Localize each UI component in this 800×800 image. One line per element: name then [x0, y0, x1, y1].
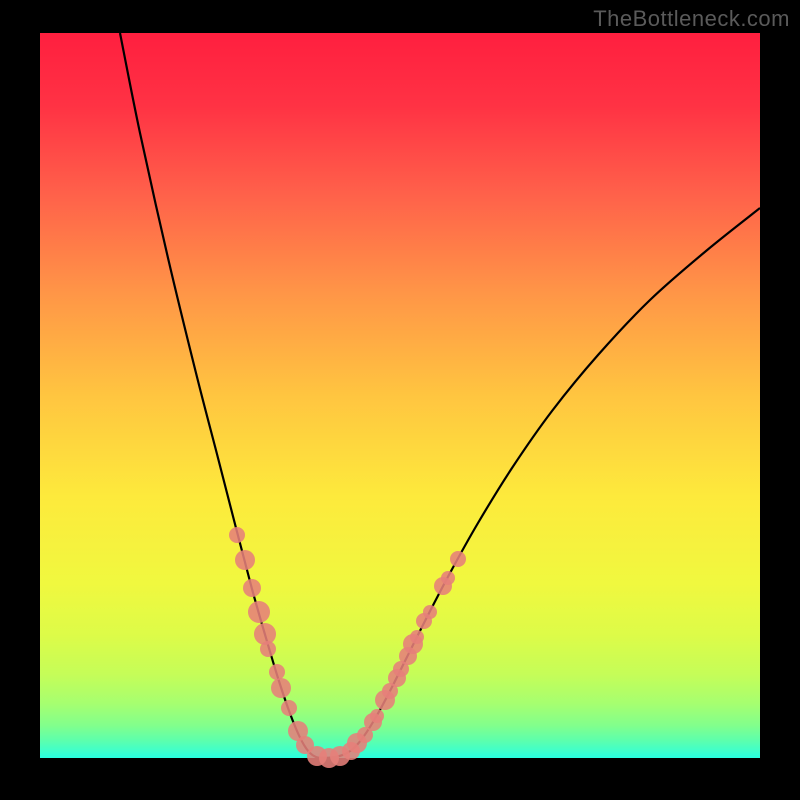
data-dot: [450, 551, 466, 567]
data-dot: [248, 601, 270, 623]
data-dots-layer: [40, 33, 760, 758]
data-dot: [271, 678, 291, 698]
data-dot: [243, 579, 261, 597]
data-dot: [370, 709, 384, 723]
plot-area: [40, 33, 760, 758]
data-dot: [229, 527, 245, 543]
data-dot: [423, 605, 437, 619]
data-dot: [235, 550, 255, 570]
data-dot: [410, 630, 424, 644]
data-dot: [281, 700, 297, 716]
watermark-text: TheBottleneck.com: [593, 6, 790, 32]
chart-container: TheBottleneck.com: [0, 0, 800, 800]
data-dot: [260, 641, 276, 657]
data-dot: [441, 571, 455, 585]
